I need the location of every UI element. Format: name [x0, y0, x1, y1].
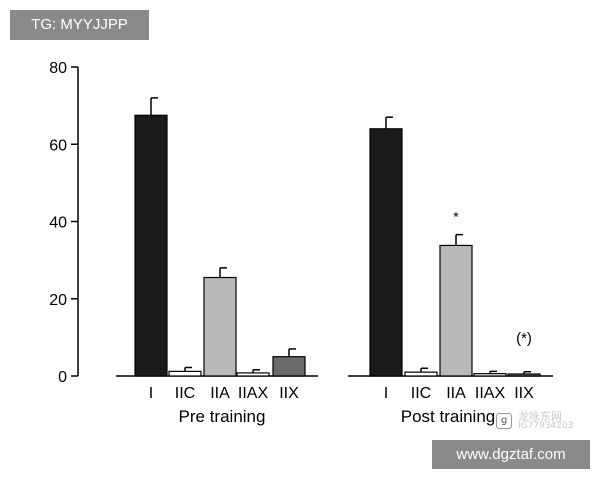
bar-panel-1-IIAX	[236, 372, 270, 377]
watermark-badge-icon: g	[496, 413, 512, 429]
bar-panel-1-IIC	[168, 370, 202, 377]
y-tick-label-0: 0	[58, 369, 67, 386]
x-tick-label-panel-2-I: I	[384, 385, 388, 402]
watermark-url-bottom: www.dgztaf.com	[432, 440, 590, 469]
watermark-overlay-id: IG77934203	[518, 421, 574, 431]
y-tick-label-20: 20	[49, 292, 67, 309]
watermark-tag-top: TG: MYYJJPP	[10, 10, 149, 40]
x-tick-label-panel-2-IIX: IIX	[514, 385, 534, 402]
y-tick-label-40: 40	[49, 215, 67, 232]
bar-panel-1-I	[134, 114, 168, 377]
bar-panel-2-IIC	[404, 371, 438, 377]
x-tick-label-panel-1-IIAX: IIAX	[238, 385, 269, 402]
bar-panel-2-IIX	[507, 373, 541, 377]
x-tick-label-panel-2-IIC: IIC	[411, 385, 431, 402]
watermark-overlay-text: 龙咏东网	[518, 410, 562, 423]
panel-label-1: Pre training	[179, 407, 266, 426]
annotation-panel-2-IIA: *	[453, 209, 459, 225]
x-tick-label-panel-2-IIA: IIA	[446, 385, 466, 402]
x-tick-label-panel-1-IIA: IIA	[210, 385, 230, 402]
annotation-panel-2-IIX: (*)	[516, 330, 532, 347]
bar-panel-1-IIA	[203, 276, 237, 377]
bar-panel-2-I	[369, 128, 403, 377]
panel-label-2: Post training	[401, 407, 496, 426]
x-tick-label-panel-1-IIC: IIC	[175, 385, 195, 402]
bar-panel-2-IIA	[439, 244, 473, 377]
bar-panel-1-IIX	[272, 356, 306, 377]
x-tick-label-panel-1-IIX: IIX	[279, 385, 299, 402]
x-tick-label-panel-2-IIAX: IIAX	[475, 385, 506, 402]
y-tick-label-60: 60	[49, 137, 67, 154]
x-tick-label-panel-1-I: I	[149, 385, 153, 402]
bar-panel-2-IIAX	[473, 373, 507, 377]
y-tick-label-80: 80	[49, 60, 67, 77]
